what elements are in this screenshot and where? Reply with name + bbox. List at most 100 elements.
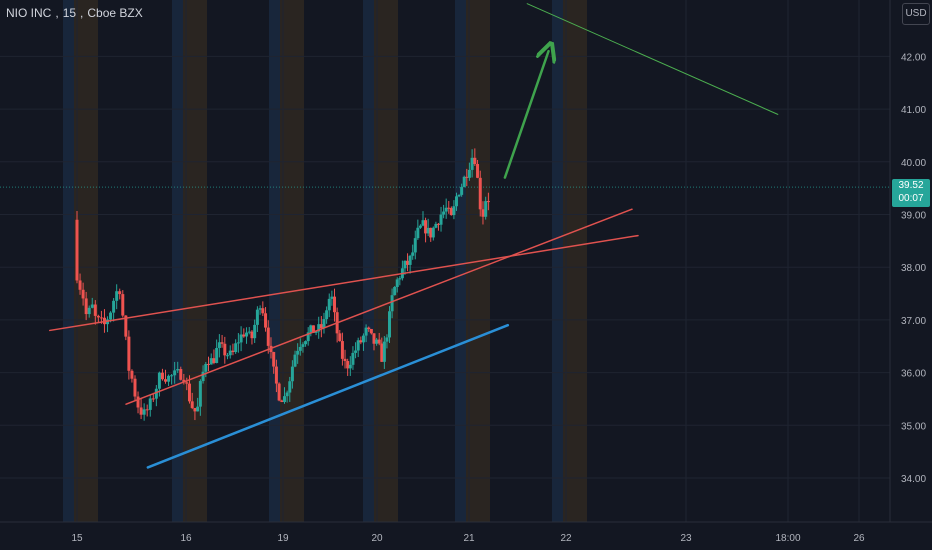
candle-body [109,312,113,320]
price-tick-label: 37.00 [901,316,926,327]
price-tick-label: 35.00 [901,421,926,432]
candle-body [198,381,202,407]
candle-body [398,278,402,280]
red-channel-trendline[interactable] [125,208,633,405]
candle-body [395,279,399,287]
candle-body [436,223,440,225]
candle-body [325,310,329,320]
price-tick-label: 41.00 [901,105,926,116]
interval-label[interactable]: 15 [62,6,77,20]
blue-support-trendline[interactable] [146,323,510,469]
candle-body [460,186,464,195]
candle-body [411,252,415,256]
candle-body [317,324,321,332]
time-tick-label: 15 [71,533,83,544]
candle-body [390,295,394,312]
candle-body [340,341,344,359]
candle-body [421,220,425,226]
time-tick-label: 20 [371,533,383,544]
candle-body [343,358,347,362]
candle-body [124,315,128,337]
red-upper-trendline[interactable] [49,234,639,332]
candle-body [209,358,213,365]
candle-body [434,223,438,228]
candle-body [393,286,397,296]
candle-body [462,176,466,187]
candle-body [388,311,392,338]
currency-label[interactable]: USD [902,3,930,25]
premarket-shade [269,0,280,522]
time-axis[interactable] [0,522,932,550]
candle-body [380,343,384,362]
candle-body [142,409,146,415]
candle-body [93,304,97,316]
price-tick-label: 42.00 [901,52,926,63]
last-price-tag: 39.52 00:07 [892,179,930,207]
candle-body [223,343,227,356]
candle-body [266,327,270,346]
candle-body [160,372,164,380]
candle-body [258,308,262,310]
candle-body [338,333,342,342]
candle-body [439,214,443,225]
candle-body [212,358,216,363]
price-tick-label: 40.00 [901,158,926,169]
candle-body [442,211,446,215]
premarket-shade [552,0,563,522]
candle-body [431,227,435,238]
premarket-shade [172,0,183,522]
countdown-timer: 00:07 [898,193,924,204]
price-tick-label: 34.00 [901,474,926,485]
candle-body [348,364,352,369]
candle-body [179,369,183,380]
symbol-name[interactable]: NIO INC [6,6,52,20]
green-long-line[interactable] [526,3,779,115]
candle-body [99,317,103,319]
candle-body [478,177,482,210]
time-tick-label: 19 [277,533,289,544]
candle-body [319,324,323,329]
candle-body [151,398,155,400]
candle-body [78,280,82,290]
candle-body [309,325,313,333]
candle-body [228,350,232,356]
premarket-shade [363,0,374,522]
candle-body [220,342,224,344]
candle-body [322,319,326,329]
candle-body [283,396,287,403]
candle-body [255,309,259,325]
candle-body [173,370,177,376]
candle-body [226,355,230,357]
candle-body [424,220,428,234]
candle-body [164,379,168,382]
price-axis[interactable] [890,0,932,550]
candle-body [145,409,149,411]
candle-body [87,307,91,315]
candle-body [406,260,410,265]
candle-body [250,331,254,339]
candle-body [148,398,152,410]
candle-body [185,382,189,384]
chart-title: NIO INC, 15, Cboe BZX [6,6,143,20]
exchange-label: Cboe BZX [87,6,143,20]
candle-body [139,407,143,415]
candle-body [429,227,433,238]
candle-body [385,337,389,342]
candle-body [215,347,219,363]
green-arrow[interactable] [503,51,549,179]
candle-body [272,352,276,367]
candle-body [476,164,480,178]
candle-body [473,157,477,165]
candle-body [467,169,471,178]
candle-body [274,366,278,384]
candle-body [81,289,85,299]
candle-body [190,401,194,408]
candle-body [444,207,448,212]
candle-body [196,406,200,412]
candle-body [359,340,363,343]
candle-body [193,407,197,412]
candle-body [416,227,420,239]
candle-body [239,334,243,343]
candle-body [408,255,412,265]
